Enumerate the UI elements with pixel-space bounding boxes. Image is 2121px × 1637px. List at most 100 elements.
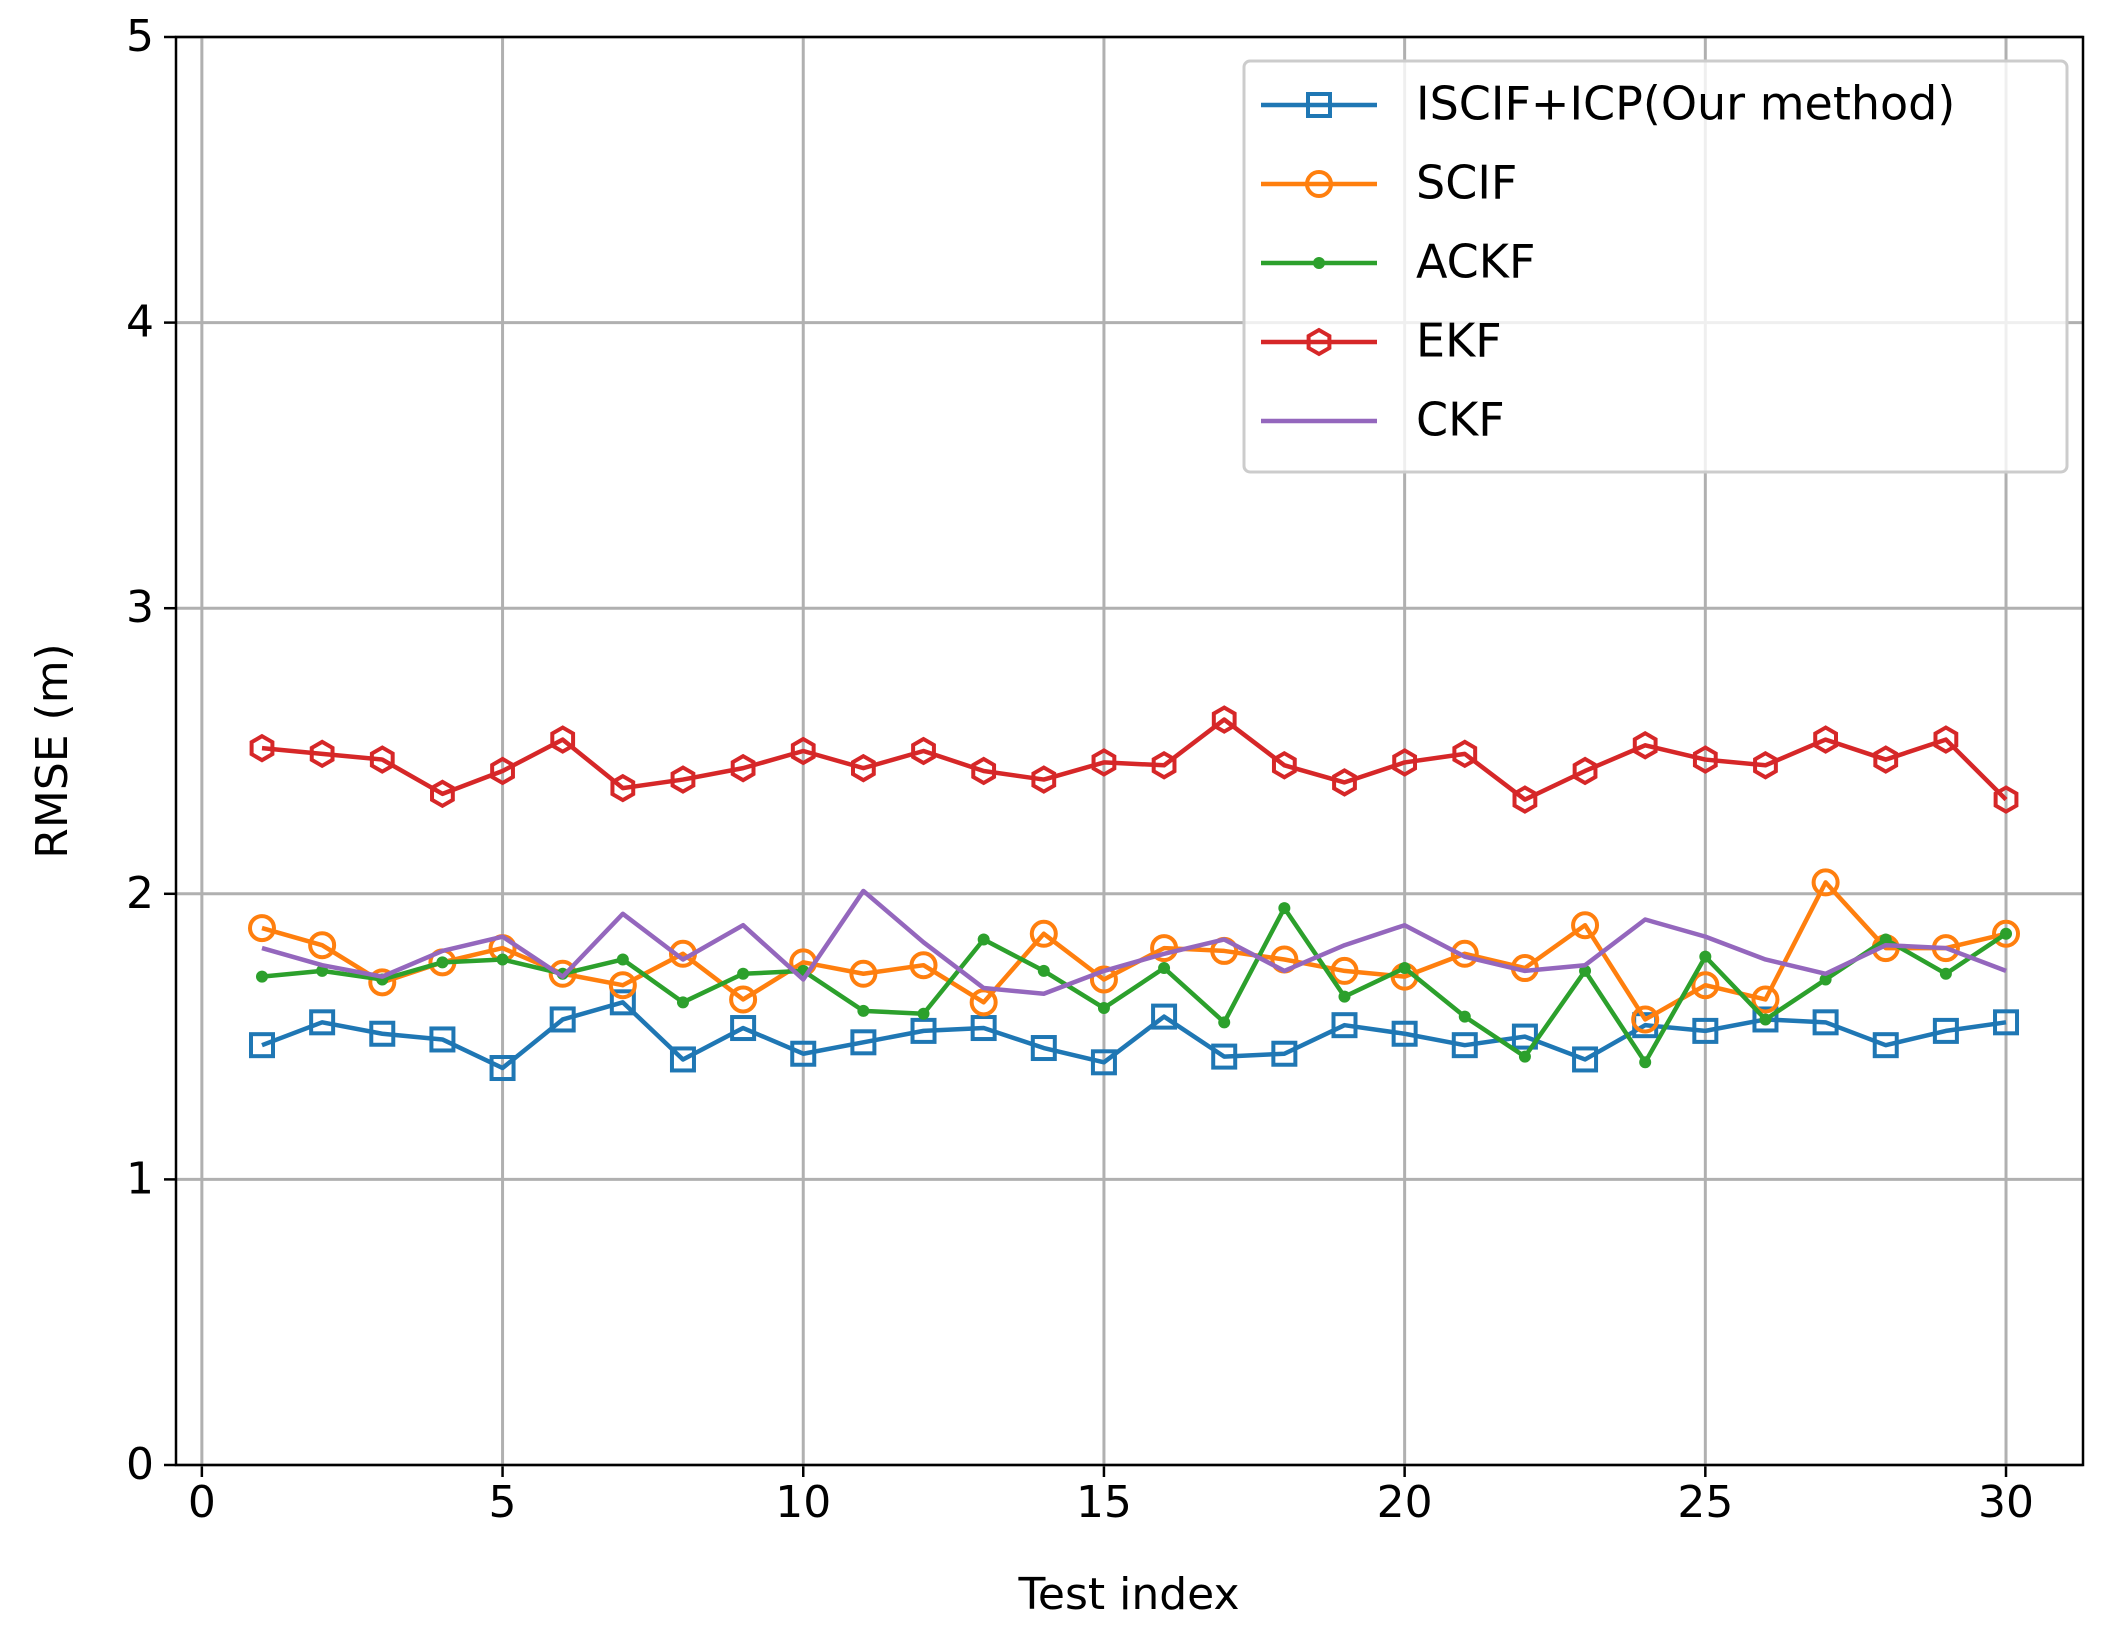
marker	[977, 933, 990, 946]
series-line	[261, 717, 2008, 802]
series	[249, 705, 2019, 814]
marker	[971, 756, 997, 786]
marker	[1398, 962, 1411, 975]
marker	[1211, 705, 1237, 734]
marker	[1332, 768, 1357, 797]
legend-label: EKF	[1416, 314, 1502, 368]
marker	[1751, 985, 1780, 1014]
marker	[1933, 725, 1959, 754]
plot-frame	[174, 35, 2085, 1467]
marker	[970, 1015, 997, 1042]
marker	[1879, 933, 1892, 946]
legend-marker	[1313, 257, 1325, 269]
marker	[857, 1004, 870, 1017]
marker	[1278, 902, 1291, 915]
marker	[496, 953, 509, 966]
marker	[1512, 785, 1538, 814]
legend-label: ISCIF+ICP(Our method)	[1416, 77, 1955, 131]
marker	[309, 1009, 336, 1036]
marker	[1579, 964, 1592, 977]
marker	[249, 733, 275, 763]
marker	[1331, 1012, 1358, 1039]
series	[255, 902, 2013, 1069]
marker	[608, 971, 637, 1000]
marker	[1753, 750, 1778, 780]
marker	[247, 914, 276, 943]
x-tick-label: 5	[489, 1477, 517, 1528]
marker	[429, 1026, 456, 1053]
series	[248, 989, 2020, 1082]
marker	[430, 779, 455, 809]
marker	[1518, 1050, 1531, 1063]
marker	[1458, 1010, 1471, 1023]
marker	[1091, 748, 1117, 777]
marker	[670, 765, 696, 794]
marker	[850, 753, 876, 783]
marker	[1089, 965, 1118, 994]
legend-marker	[1305, 170, 1333, 198]
marker	[1939, 967, 1952, 980]
marker	[1271, 1040, 1298, 1067]
y-tick-label: 5	[126, 11, 154, 62]
marker	[790, 736, 816, 766]
marker	[1391, 1020, 1418, 1047]
x-tick-label: 10	[775, 1477, 831, 1528]
marker	[790, 1040, 817, 1067]
marker	[1451, 1032, 1478, 1059]
marker	[616, 953, 629, 966]
marker	[1031, 765, 1057, 794]
marker	[910, 1017, 937, 1044]
marker	[730, 753, 756, 783]
marker	[676, 996, 689, 1009]
marker	[1029, 919, 1058, 948]
marker	[1872, 1032, 1899, 1059]
marker	[1993, 1009, 2020, 1036]
x-tick-label: 30	[1978, 1477, 2034, 1528]
marker	[369, 1020, 396, 1047]
marker	[1752, 1006, 1779, 1033]
marker	[1572, 756, 1598, 786]
series	[261, 888, 2007, 997]
marker	[1992, 919, 2021, 948]
marker	[550, 725, 576, 754]
series-line	[261, 1000, 2007, 1071]
x-axis-label: Test index	[1017, 1569, 1239, 1620]
legend: ISCIF+ICP(Our method) SCIF ACKF EKF CKF	[1242, 59, 2069, 474]
marker	[1330, 956, 1359, 985]
marker	[248, 1032, 275, 1059]
marker	[1632, 730, 1658, 760]
marker	[1812, 1009, 1839, 1036]
marker	[1759, 1013, 1772, 1026]
marker	[609, 989, 636, 1016]
marker	[669, 1046, 696, 1073]
marker	[1392, 748, 1418, 777]
marker	[1151, 1003, 1178, 1030]
marker	[369, 745, 395, 774]
legend-label: ACKF	[1416, 235, 1535, 289]
marker	[549, 1006, 576, 1033]
marker	[730, 1015, 757, 1042]
marker	[1271, 750, 1297, 780]
marker	[1811, 868, 1840, 897]
marker	[1639, 1056, 1652, 1069]
marker	[1037, 964, 1050, 977]
marker	[610, 773, 636, 803]
x-tick-label: 0	[188, 1477, 216, 1528]
marker	[917, 1007, 930, 1020]
legend-marker	[1306, 327, 1332, 357]
marker	[1211, 1043, 1238, 1070]
legend-label: SCIF	[1416, 156, 1517, 210]
marker	[490, 756, 515, 786]
marker	[1692, 1017, 1719, 1044]
legend-box	[1242, 59, 2069, 474]
y-tick-label: 4	[126, 297, 154, 348]
marker	[1450, 939, 1479, 968]
legend-label: CKF	[1416, 393, 1505, 447]
marker	[1873, 745, 1899, 774]
y-tick-label: 3	[126, 582, 154, 633]
marker	[1150, 934, 1179, 963]
x-tick-label: 25	[1677, 1477, 1733, 1528]
marker	[308, 931, 337, 960]
x-tick-label: 15	[1076, 1477, 1132, 1528]
